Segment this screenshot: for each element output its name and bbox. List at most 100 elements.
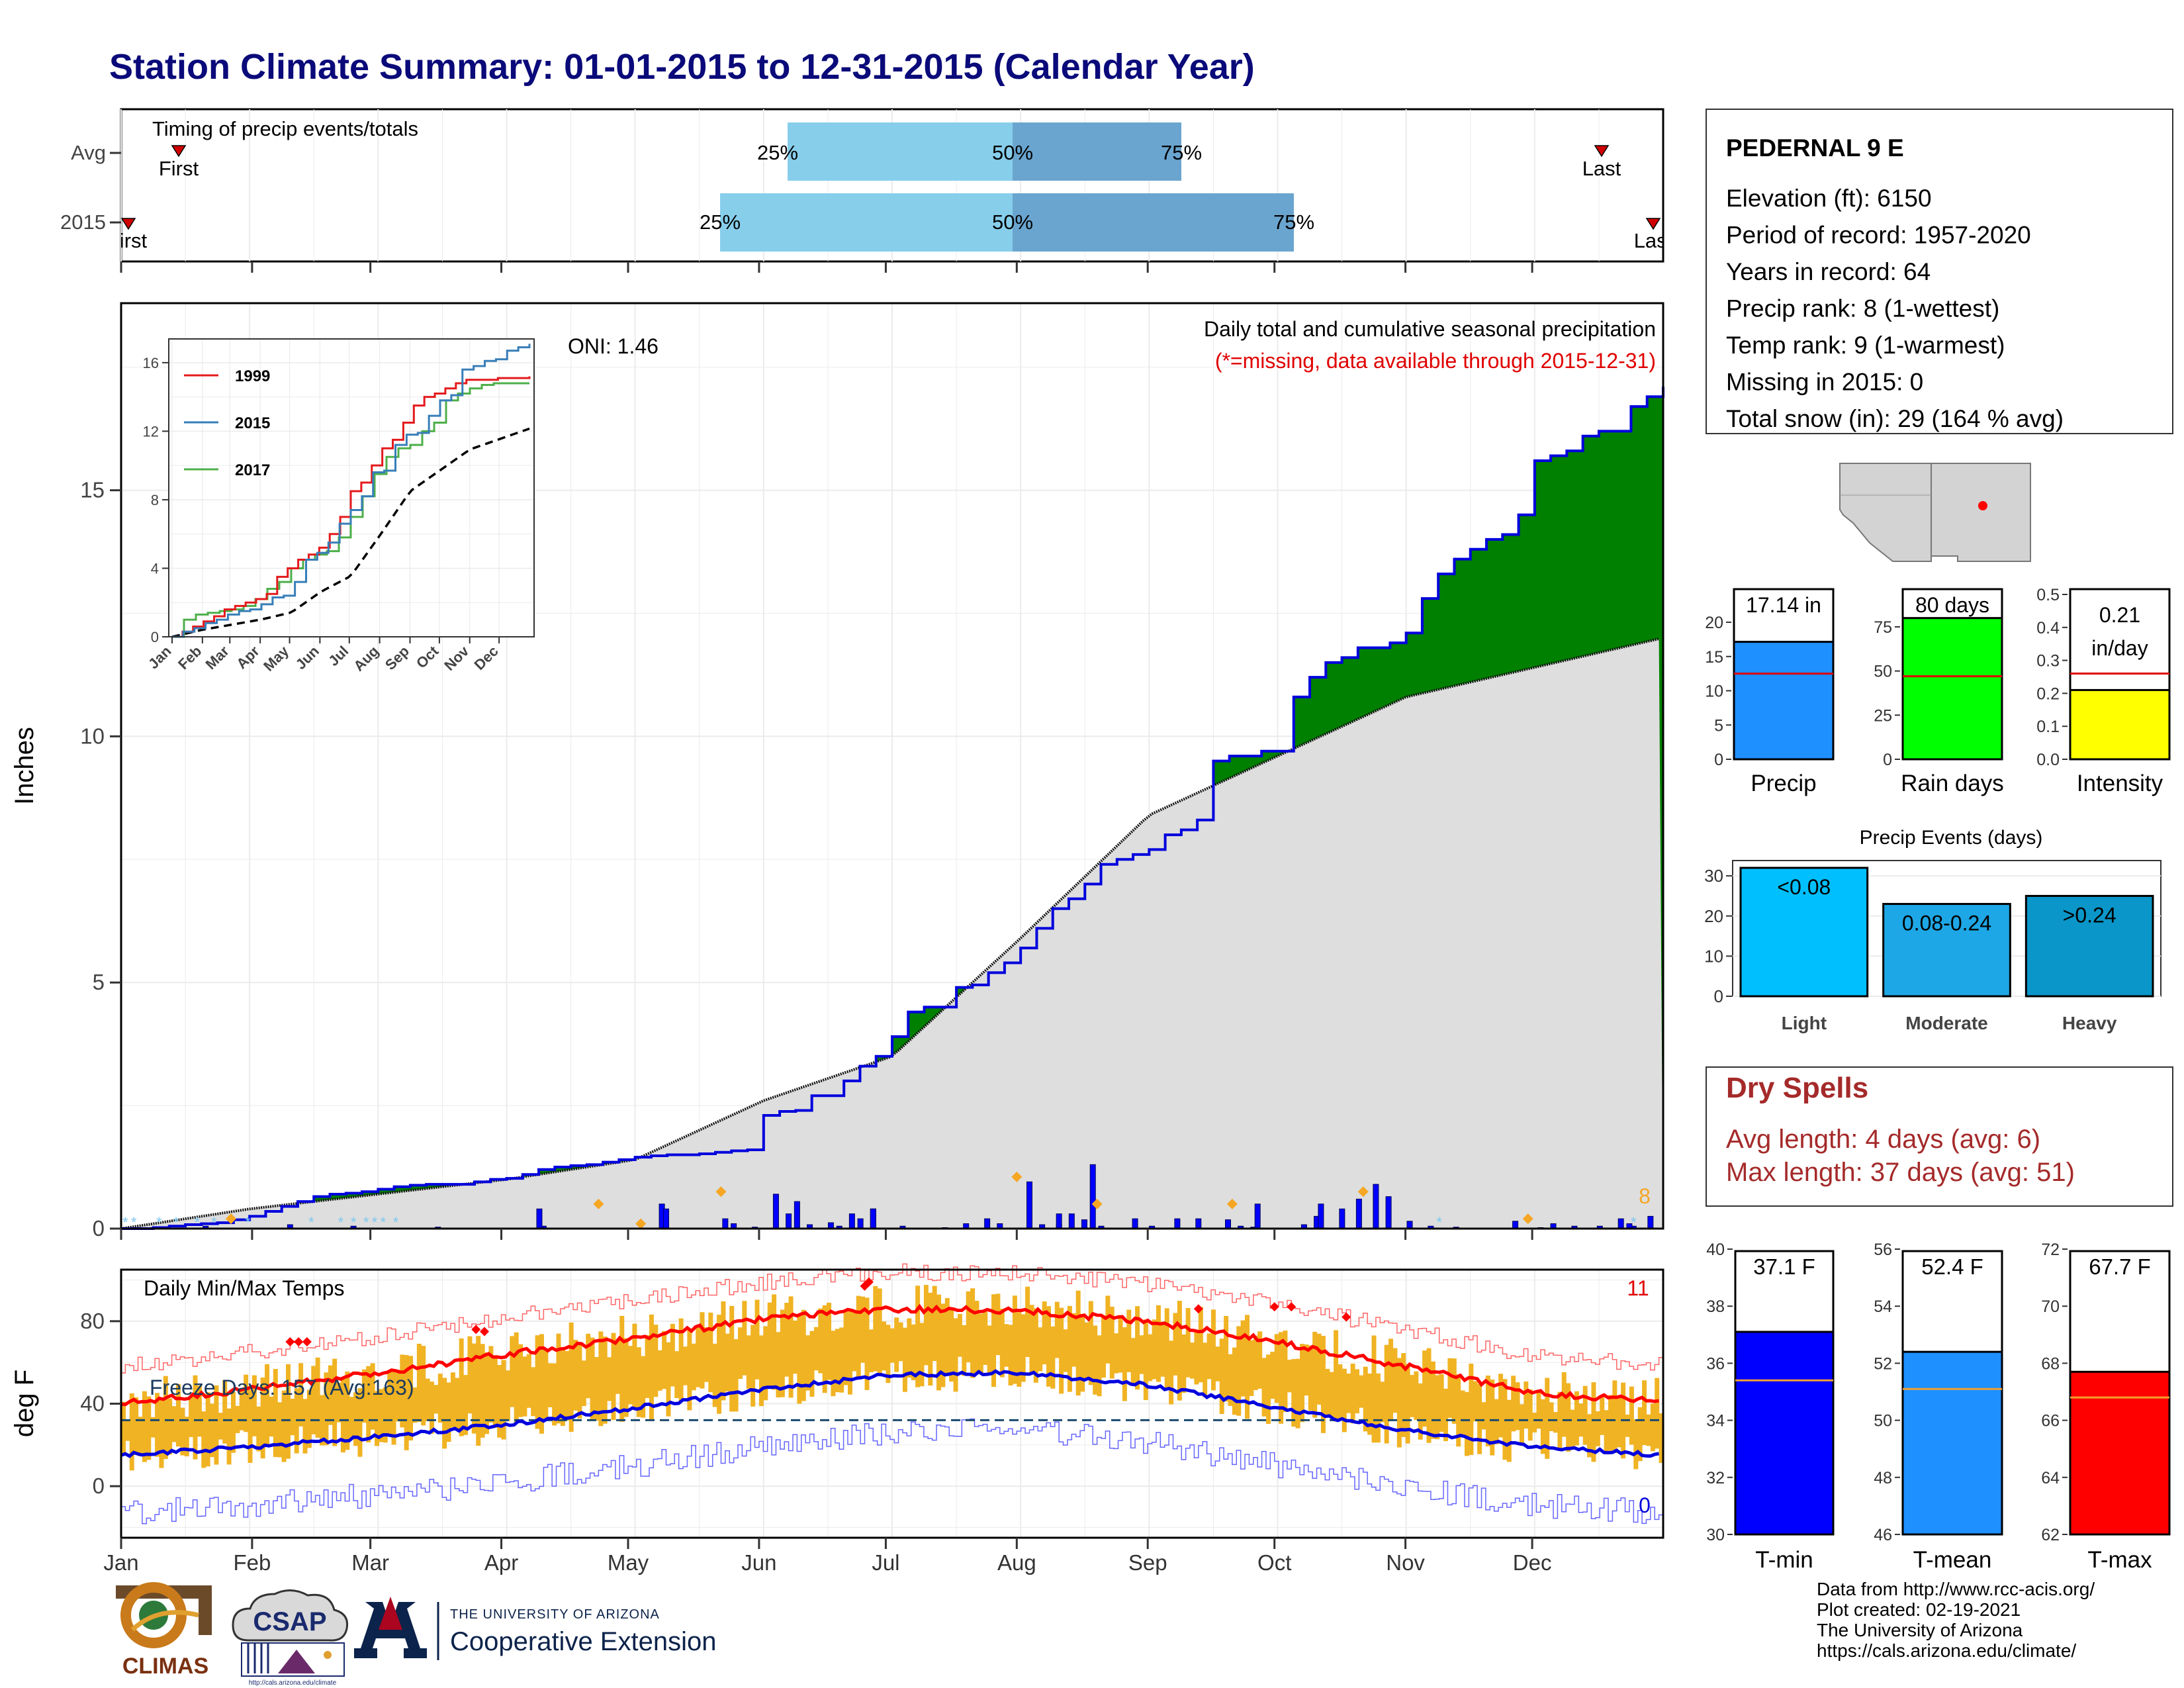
daily-temp-bar [860, 1296, 866, 1363]
daily-temp-bar [1320, 1336, 1326, 1433]
daily-temp-bar [1126, 1309, 1132, 1372]
daily-temp-bar [1185, 1308, 1191, 1378]
daily-temp-bar [1042, 1301, 1047, 1365]
daily-temp-bar [1490, 1380, 1495, 1456]
daily-temp-bar [1164, 1308, 1169, 1389]
inset-y-tick: 16 [143, 355, 159, 371]
daily-temp-bar [1012, 1295, 1017, 1384]
daily-temp-bar [1017, 1312, 1022, 1387]
daily-temp-bar [1494, 1399, 1499, 1444]
station-info-box: PEDERNAL 9 E Elevation (ft): 6150 Period … [1706, 109, 2173, 434]
mini-bar-value [2069, 688, 2171, 761]
daily-precip-bar [1406, 1221, 1413, 1229]
daily-temp-bar [349, 1397, 354, 1440]
heavy-precip-marker [715, 1186, 727, 1197]
temp-bar-value-label: 52.4 F [1921, 1254, 1983, 1279]
daily-temp-bar [1300, 1344, 1304, 1423]
snow-marker: * [363, 1214, 369, 1231]
y2015-first-label: First [107, 229, 148, 252]
daily-temp-bar [306, 1389, 312, 1448]
precip-event-bar-label: >0.24 [2063, 903, 2116, 927]
daily-temp-bar [285, 1364, 291, 1459]
temp-y-axis: 0 40 80 [80, 1309, 121, 1498]
daily-temp-bar [1130, 1338, 1136, 1385]
daily-temp-bar [987, 1325, 992, 1374]
temp-bar-y-tick: 48 [1874, 1469, 1892, 1487]
daily-temp-bar [1198, 1307, 1203, 1383]
daily-temp-bar [189, 1395, 194, 1437]
daily-temp-bar [868, 1329, 874, 1373]
record-high-markers [285, 1277, 1351, 1347]
daily-temp-bar [497, 1365, 502, 1438]
daily-temp-bar [995, 1293, 1001, 1356]
daily-temp-bar [772, 1294, 777, 1390]
dry-spells-max: Max length: 37 days (avg: 51) [1726, 1158, 2075, 1187]
daily-temp-bar [430, 1382, 434, 1434]
daily-temp-bar [251, 1375, 257, 1436]
events-y-tick: 10 [1704, 946, 1723, 966]
snow-marker: * [338, 1214, 344, 1231]
daily-precip-bar [722, 1218, 729, 1229]
temp-bar-y-tick: 62 [2041, 1526, 2060, 1544]
daily-temp-bar [1334, 1330, 1339, 1422]
daily-temp-bar [1215, 1346, 1220, 1382]
daily-temp-bar [1257, 1331, 1263, 1389]
daily-temp-bar [383, 1387, 388, 1443]
daily-temp-bar [991, 1294, 996, 1387]
daily-temp-bar [649, 1314, 654, 1421]
heavy-count-label: 8 [1639, 1184, 1651, 1208]
daily-temp-bar [780, 1309, 785, 1397]
daily-temp-bar [1109, 1307, 1115, 1379]
y2015-25-50-bar [720, 193, 1013, 252]
temp-bar-y-tick: 70 [2041, 1297, 2060, 1316]
daily-temp-bar [446, 1382, 451, 1442]
daily-temp-bar [210, 1403, 215, 1458]
daily-temp-bar [615, 1339, 620, 1394]
daily-precip-bar [786, 1213, 792, 1229]
daily-precip-bar [870, 1208, 876, 1229]
daily-precip-bar [1056, 1213, 1062, 1229]
inset-y-tick: 4 [151, 560, 159, 577]
record-high-marker [471, 1325, 481, 1335]
daily-temp-bar [290, 1398, 295, 1436]
csap-logo: CSAP http://cals.arizona.edu/climate [232, 1589, 349, 1687]
month-tick-label: Jul [872, 1550, 899, 1575]
daily-temp-bar [1456, 1374, 1461, 1447]
y2015-first-marker [120, 218, 136, 230]
temp-label: Daily Min/Max Temps [144, 1276, 344, 1300]
daily-temp-bar [302, 1399, 308, 1454]
daily-temp-bar [1105, 1295, 1111, 1364]
daily-temp-bar [1181, 1334, 1187, 1393]
footer-line: https://cals.arizona.edu/climate/ [1817, 1640, 2077, 1661]
daily-temp-bar [235, 1405, 240, 1433]
snow-marker: * [195, 1214, 201, 1231]
mini-bar-y-tick: 0.0 [2036, 751, 2060, 769]
daily-temp-bar [1295, 1358, 1300, 1429]
daily-temp-bar [915, 1286, 921, 1387]
daily-temp-bar [1177, 1301, 1182, 1401]
daily-temp-bar [801, 1309, 806, 1401]
month-tick-label: Dec [1513, 1550, 1552, 1575]
daily-temp-bar [1642, 1380, 1647, 1446]
daily-temp-bar [962, 1325, 967, 1376]
daily-temp-bar [653, 1325, 659, 1397]
daily-temp-bar [175, 1383, 181, 1447]
mini-bar-value [1901, 617, 2003, 761]
daily-temp-bar [704, 1327, 709, 1382]
daily-precip-bar [1254, 1203, 1261, 1229]
heavy-precip-marker [1011, 1171, 1023, 1182]
daily-temp-bar [543, 1348, 549, 1419]
csap-url: http://cals.arizona.edu/climate [249, 1679, 337, 1687]
daily-temp-bar [721, 1301, 726, 1401]
daily-temp-bar [1261, 1358, 1267, 1417]
month-tick-label: Feb [233, 1550, 271, 1575]
cumulative-average-area [121, 639, 1663, 1229]
daily-temp-bar [974, 1301, 979, 1374]
y2015-p75: 75% [1273, 211, 1314, 234]
snow-marker: * [211, 1214, 217, 1231]
daily-temp-bar [180, 1407, 185, 1456]
climas-logo: CLIMAS [116, 1582, 212, 1679]
daily-temp-bar [273, 1369, 278, 1458]
daily-temp-bar [1046, 1306, 1051, 1387]
